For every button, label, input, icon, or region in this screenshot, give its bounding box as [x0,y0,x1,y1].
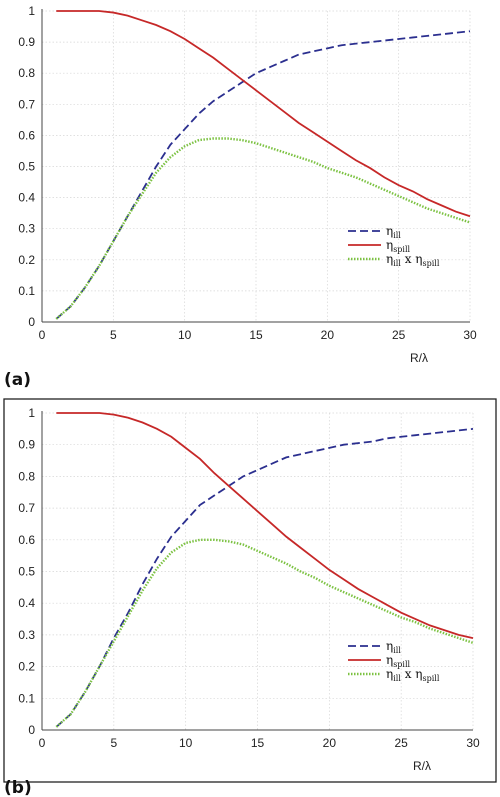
x-axis-label: R/λ [410,351,428,365]
y-tick-label: 0 [28,315,35,329]
y-tick-label: 0.5 [18,565,35,579]
legend-entry-spill: ηspill [386,653,411,669]
y-tick-label: 0.7 [18,501,35,515]
y-tick-label: 0.3 [18,222,35,236]
legend-entry-ill: ηill [386,639,401,655]
y-tick-label: 0.9 [18,438,35,452]
x-tick-label: 15 [251,736,265,750]
y-tick-label: 1 [28,4,35,18]
x-tick-label: 10 [178,328,192,342]
y-tick-label: 0.6 [18,128,35,142]
y-tick-label: 0.8 [18,469,35,483]
chart-panel-b: 0 5 10 15 20 25 30 0 0.1 0.2 0.3 0.4 0.5 0.6 0.7 0.8 0.9… [4,406,480,797]
y-tick-label: 0.7 [18,97,35,111]
x-tick-label: 10 [179,736,193,750]
y-tick-label: 1 [28,406,35,420]
series-line-ill [55,427,474,728]
x-tick-label: 30 [463,328,477,342]
y-tick-label: 0 [28,723,35,737]
y-tick-label: 0.1 [18,691,35,705]
series-line-ill-x-spill [55,137,471,320]
panel-label: (a) [4,370,31,390]
x-tick-label: 0 [39,736,46,750]
x-tick-label: 0 [39,328,46,342]
y-tick-label: 0.4 [18,191,35,205]
series-line-spill [56,412,474,639]
legend-entry-ill-x-spill: ηill x ηspill [386,252,440,268]
legend-entry-ill: ηill [386,224,401,240]
legend-entry-spill: ηspill [386,238,411,254]
legend-entry-ill-x-spill: ηill x ηspill [386,667,440,683]
x-tick-label: 5 [110,328,117,342]
x-tick-label: 15 [249,328,263,342]
x-axis-label: R/λ [413,759,431,773]
x-tick-label: 5 [110,736,117,750]
y-tick-label: 0.2 [18,253,35,267]
series-line-ill [55,30,471,320]
y-tick-label: 0.5 [18,160,35,174]
y-tick-label: 0.2 [18,660,35,674]
x-tick-label: 20 [321,328,335,342]
series-line-spill [56,10,471,218]
y-tick-label: 0.4 [18,596,35,610]
y-tick-label: 0.8 [18,66,35,80]
y-tick-label: 0.1 [18,284,35,298]
y-tick-label: 0.6 [18,533,35,547]
y-tick-label: 0.3 [18,628,35,642]
x-tick-label: 25 [392,328,406,342]
series-line-ill-x-spill [55,538,474,728]
chart-panel-a: 0 5 10 15 20 25 30 0 0.1 0.2 0.3 0.4 0.5 0.6 0.7 0.8 0.9… [4,4,477,390]
y-tick-label: 0.9 [18,35,35,49]
panel-b-frame [3,398,497,783]
panel-label: (b) [4,778,32,797]
x-tick-label: 30 [466,736,480,750]
x-tick-label: 25 [394,736,408,750]
x-tick-label: 20 [323,736,337,750]
